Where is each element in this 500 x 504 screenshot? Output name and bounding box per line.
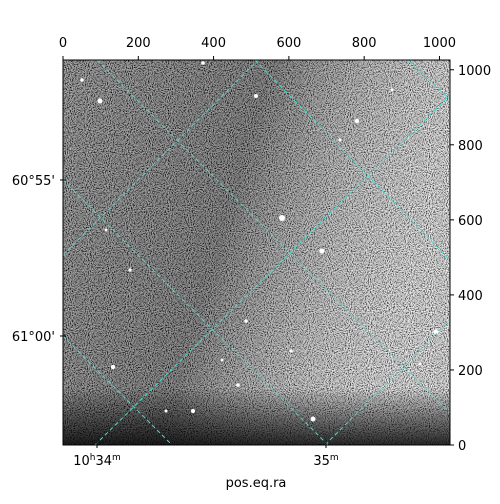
x-tick-label: 600 — [276, 36, 301, 51]
x-axis-label: pos.eq.ra — [226, 476, 287, 491]
x-tick-label: 1000 — [423, 36, 456, 51]
label-part: 10 — [73, 454, 90, 469]
y-tick-label: 600 — [458, 214, 483, 229]
label-part: h — [90, 453, 96, 463]
x-tick-label: 0 — [59, 36, 67, 51]
wcs-grid — [63, 60, 450, 445]
y-tick-label: 200 — [458, 364, 483, 379]
sky-image — [63, 60, 450, 445]
y-tick-label: 1000 — [458, 64, 491, 79]
wcs-x-tick-label: 35m — [313, 453, 338, 469]
x-tick-label: 200 — [126, 36, 151, 51]
x-tick-label: 800 — [352, 36, 377, 51]
label-part: m — [112, 453, 121, 463]
label-part: 34 — [95, 454, 112, 469]
y-tick-label: 800 — [458, 139, 483, 154]
stars — [80, 61, 439, 422]
label-part: 35 — [313, 454, 330, 469]
wcs-x-tick-label: 10h34m — [73, 453, 121, 469]
frame — [62, 59, 451, 446]
label-part: m — [330, 453, 339, 463]
y-tick-label: 400 — [458, 289, 483, 304]
wcs-y-tick-label: 61°00' — [12, 330, 55, 345]
wcs-y-tick-label: 60°55' — [12, 174, 55, 189]
y-tick-label: 0 — [458, 439, 466, 454]
x-tick-label: 400 — [201, 36, 226, 51]
